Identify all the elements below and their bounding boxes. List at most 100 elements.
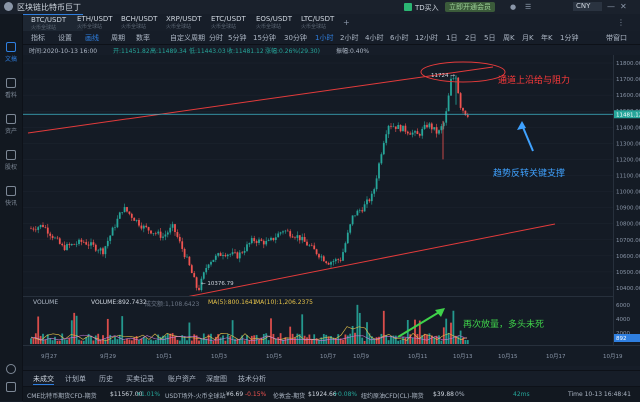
volume-bar [342,339,344,344]
period-10[interactable]: 2日 [465,34,477,42]
candle [190,263,193,274]
period-5[interactable]: 2小时 [340,34,359,42]
tab-technical-analysis[interactable]: 技术分析 [238,375,266,383]
sidebar-item-assets[interactable]: 资产 [0,114,22,135]
tab-btc-usdt[interactable]: BTC/USDT 火币全球站 [23,14,83,32]
tab-plan-orders[interactable]: 计划单 [65,375,86,383]
period-14[interactable]: 年K [541,34,553,42]
tab-open-orders[interactable]: 未成交 [33,375,54,385]
low-label: ← 10376.79 [201,281,234,287]
volume-bar [32,337,35,344]
candle [133,217,136,221]
ticker-2-name[interactable]: USDT场外-火币全球站 [165,393,226,400]
sidebar: 文搞 看料 资产 股权 快讯 [0,14,23,401]
minimize-icon[interactable]: — [607,2,615,11]
volume-bar [49,338,52,344]
period-6[interactable]: 4小时 [365,34,384,42]
tab-depth-chart[interactable]: 深度图 [206,375,227,383]
draw-line-button[interactable]: 画线 [85,34,99,42]
sidebar-item-flash[interactable]: 快讯 [0,186,22,207]
add-tab-icon[interactable]: + [343,18,350,27]
candle [277,231,280,238]
sidebar-item-news[interactable]: 看料 [0,78,22,99]
volume-tick: 6000 [616,303,630,309]
period-button[interactable]: 周期 [111,34,125,42]
volume-bar [286,338,289,344]
candlestick-chart[interactable]: 11724 → ← 10376.79 通道上沿给与阻力 趋势反转关键支撑 [23,55,613,296]
window-button[interactable]: 带窗口 [606,34,627,42]
period-3[interactable]: 30分钟 [284,34,307,42]
settings-button[interactable]: 设置 [58,34,72,42]
ticker-3-name[interactable]: 伦敦金-期货 [273,393,306,400]
info-change: 涨幅:0.26%(29.30) [265,48,320,55]
volume-bar [219,337,222,344]
volume-bar [457,336,460,344]
period-8[interactable]: 12小时 [415,34,438,42]
volume-bar [466,340,469,344]
ticker-4-name[interactable]: 纽约原油CFD(CL)-期货 [361,393,424,400]
period-4[interactable]: 1小时 [315,34,334,42]
volume-bar [445,318,448,344]
volume-bar [104,339,107,344]
tab-eth-usdt[interactable]: ETH/USDT 火币全球站 [77,15,113,30]
candle [406,130,409,136]
more-icon[interactable]: ⋮ [617,18,625,27]
volume-bar [147,340,150,344]
ticker-4-change: 0% [455,391,465,398]
ticker-2-price: ¥6.69 [226,391,244,398]
tab-account-assets[interactable]: 账户资产 [168,375,196,383]
volume-bar [428,333,431,344]
tab-trade-records[interactable]: 买卖记录 [126,375,154,383]
volume-bar [200,338,203,344]
user-icon[interactable]: ● [510,3,517,11]
candle [351,215,354,226]
td-buy-link[interactable]: TD买入 [415,4,439,12]
period-1[interactable]: 5分钟 [228,34,247,42]
volume-bar [99,340,102,344]
period-7[interactable]: 6小时 [390,34,409,42]
sidebar-item-trade[interactable]: 文搞 [0,42,22,63]
candle [464,110,467,116]
settings-icon[interactable]: ☰ [525,3,532,11]
volume-bar [346,335,349,344]
candle [387,124,390,139]
candle [270,236,272,242]
period-13[interactable]: 月K [522,34,534,42]
pie-icon [6,150,16,160]
volume-bar [378,336,380,344]
custom-period-button[interactable]: 自定义周期 [170,34,205,42]
tab-etc-usdt[interactable]: ETC/USDT 火币全球站 [211,15,246,30]
period-15[interactable]: 1分钟 [560,34,579,42]
tab-eos-usdt[interactable]: EOS/USDT 火币全球站 [256,15,292,30]
vip-button[interactable]: 立即开通会员 [445,2,495,12]
candle [195,276,198,291]
help-icon[interactable] [0,364,22,374]
tab-ltc-usdt[interactable]: LTC/USDT 火币全球站 [301,15,335,30]
volume-bar [169,333,172,344]
candle [332,259,335,266]
indicator-button[interactable]: 指标 [31,34,45,42]
sidebar-item-equity[interactable]: 股权 [0,150,22,171]
period-0[interactable]: 分时 [209,34,223,42]
volume-bar [351,325,354,344]
volume-bar [152,340,155,344]
volume-arrow [397,310,442,338]
period-9[interactable]: 1日 [446,34,458,42]
ticker-1-name[interactable]: CME比特币期货CFD-期货 [27,393,97,400]
tab-bch-usdt[interactable]: BCH/USDT 火币全球站 [121,15,158,30]
period-12[interactable]: 周K [503,34,515,42]
volume-bar [325,334,328,344]
currency-select[interactable]: CNY [573,2,602,11]
tab-xrp-usdt[interactable]: XRP/USDT 火币全球站 [166,15,202,30]
volume-arrow-head [435,308,445,317]
volume-bar [459,330,462,344]
period-2[interactable]: 15分钟 [253,34,276,42]
volume-bar [438,335,440,344]
period-11[interactable]: 5日 [484,34,496,42]
rate-button[interactable]: 数率 [136,34,150,42]
notification-icon[interactable] [0,382,22,392]
candle [238,250,241,263]
tab-history[interactable]: 历史 [99,375,113,383]
close-icon[interactable]: ✕ [620,2,627,11]
